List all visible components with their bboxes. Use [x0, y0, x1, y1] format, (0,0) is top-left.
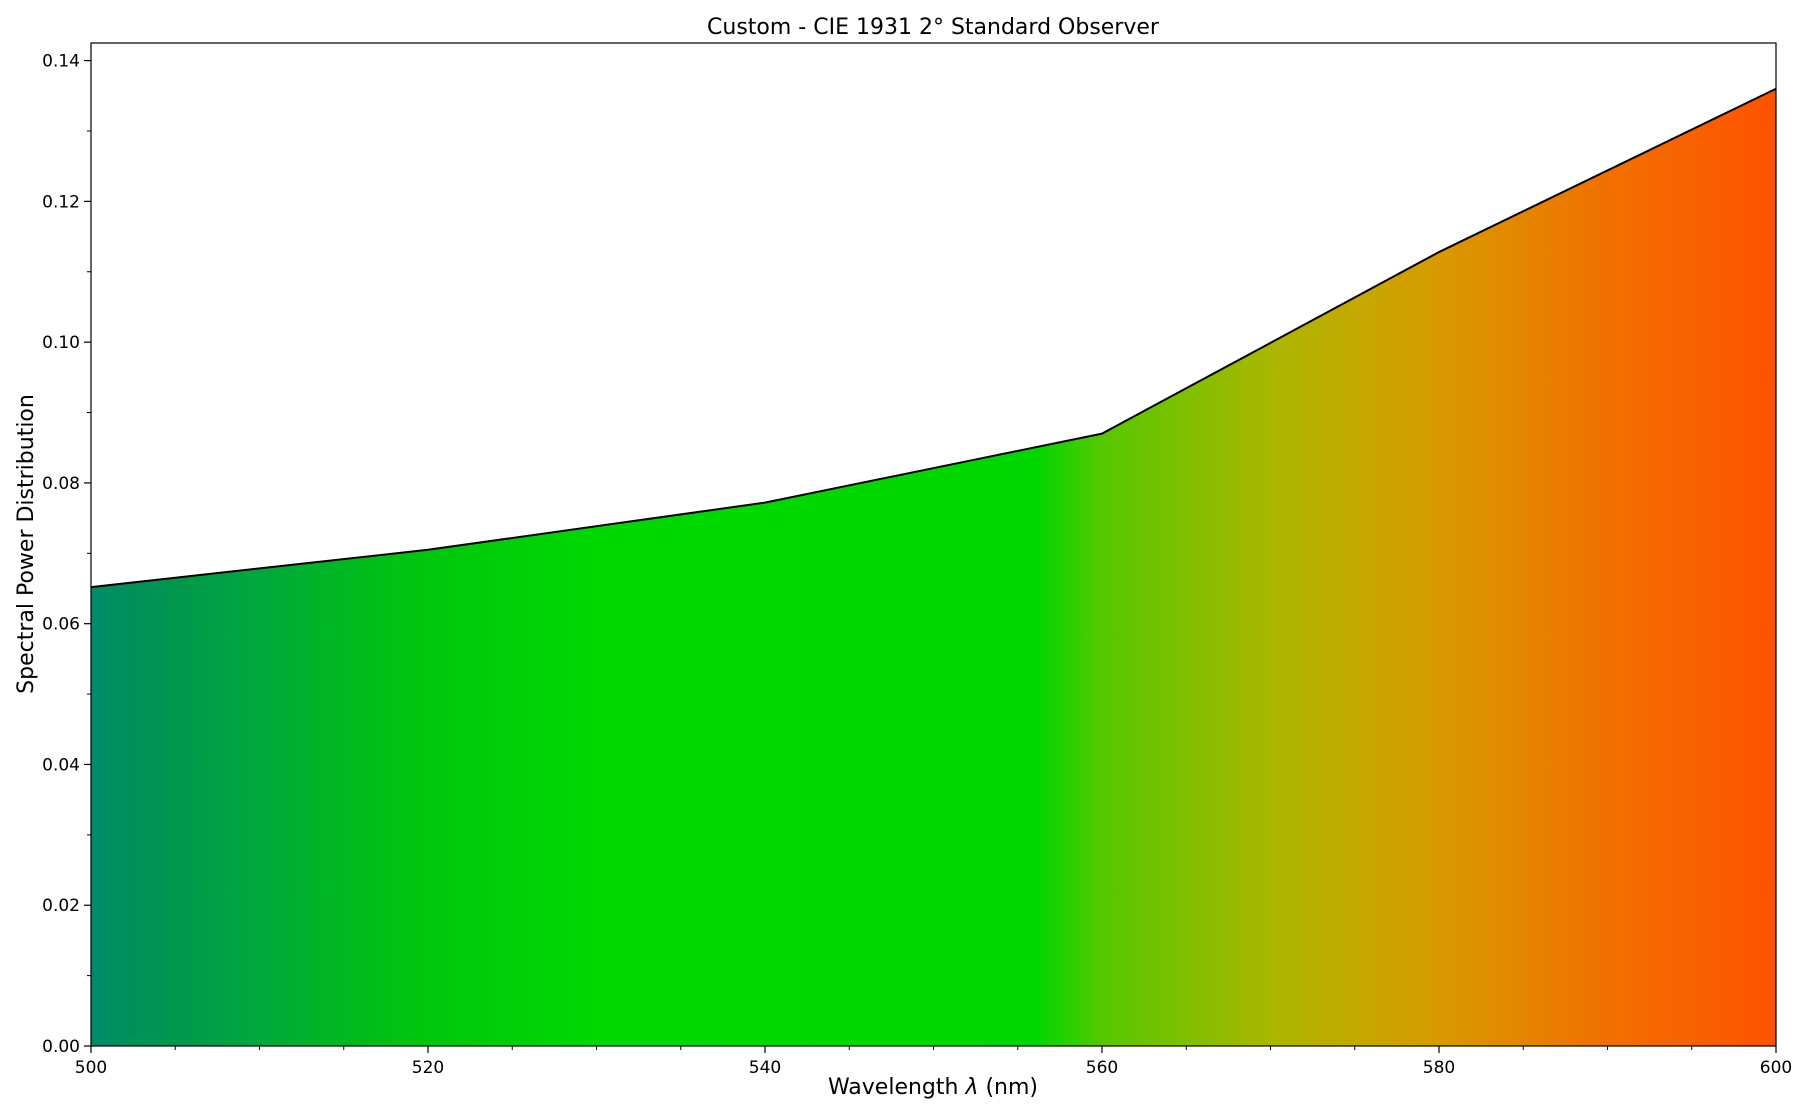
x-tick-label-580: 580: [1423, 1058, 1455, 1078]
y-axis: 0.00 0.02 0.04 0.06 0.08 0.10 0.12 0.14: [42, 52, 91, 1057]
y-tick-label-0.08: 0.08: [42, 474, 80, 494]
chart-title: Custom - CIE 1931 2° Standard Observer: [707, 15, 1160, 40]
x-tick-label-560: 560: [1086, 1058, 1118, 1078]
y-axis-label: Spectral Power Distribution: [14, 394, 39, 694]
x-axis-label: Wavelength λ (nm): [828, 1075, 1038, 1100]
spectral-area-fill: [91, 88, 1776, 1047]
x-axis-label-suffix: (nm): [978, 1075, 1038, 1100]
x-axis-label-symbol: λ: [964, 1075, 978, 1100]
y-tick-label-0.10: 0.10: [42, 333, 80, 353]
y-tick-label-0.12: 0.12: [42, 192, 80, 212]
x-tick-label-500: 500: [75, 1058, 107, 1078]
y-tick-label-0.02: 0.02: [42, 896, 80, 916]
x-axis: 500 520 540 560 580 600: [75, 1046, 1792, 1078]
y-tick-label-0.06: 0.06: [42, 615, 80, 635]
y-tick-label-0.00: 0.00: [42, 1037, 80, 1057]
series-line: [90, 87, 1777, 589]
x-axis-label-prefix: Wavelength: [828, 1075, 966, 1100]
x-tick-label-520: 520: [412, 1058, 444, 1078]
x-tick-label-600: 600: [1760, 1058, 1792, 1078]
x-tick-label-540: 540: [749, 1058, 781, 1078]
plot-area: [90, 42, 1777, 1047]
y-tick-label-0.04: 0.04: [42, 755, 80, 775]
y-tick-label-0.14: 0.14: [42, 52, 80, 72]
